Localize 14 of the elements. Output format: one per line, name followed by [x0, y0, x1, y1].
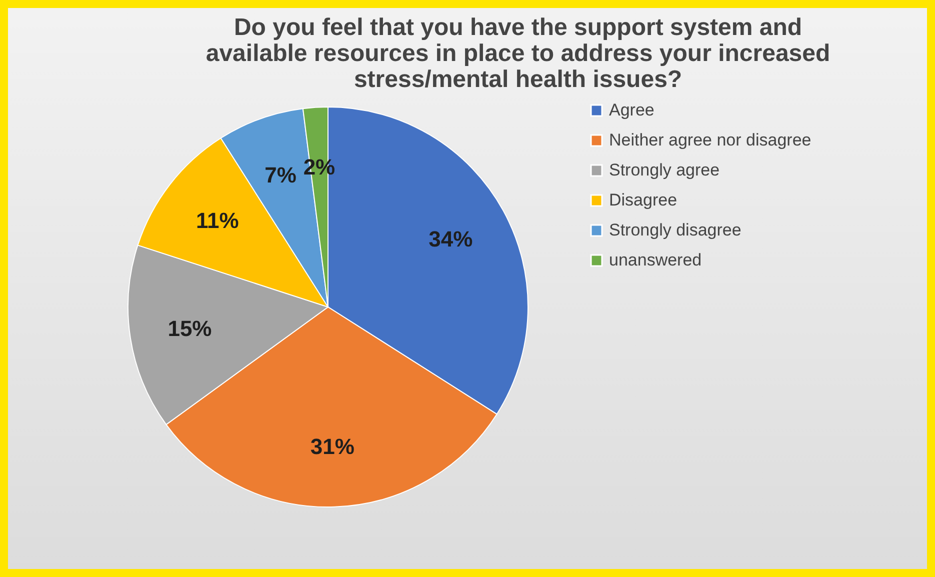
- text: Do you feel that you have the support system and: [234, 14, 802, 41]
- data-label: 34%: [428, 226, 473, 252]
- legend-label: Strongly agree: [609, 160, 720, 180]
- legend-label: Strongly disagree: [609, 220, 742, 240]
- legend-label: Neither agree nor disagree: [609, 130, 812, 150]
- text: available resources in place to address your increased: [206, 40, 830, 67]
- data-label: 7%: [264, 162, 296, 188]
- legend-label: Disagree: [609, 190, 678, 210]
- text: stress/mental health issues?: [354, 66, 682, 93]
- data-label: 11%: [196, 208, 239, 234]
- data-label: 31%: [310, 434, 354, 459]
- data-label: 15%: [168, 316, 212, 341]
- legend-label: unanswered: [609, 250, 702, 270]
- legend-label: Agree: [609, 100, 654, 120]
